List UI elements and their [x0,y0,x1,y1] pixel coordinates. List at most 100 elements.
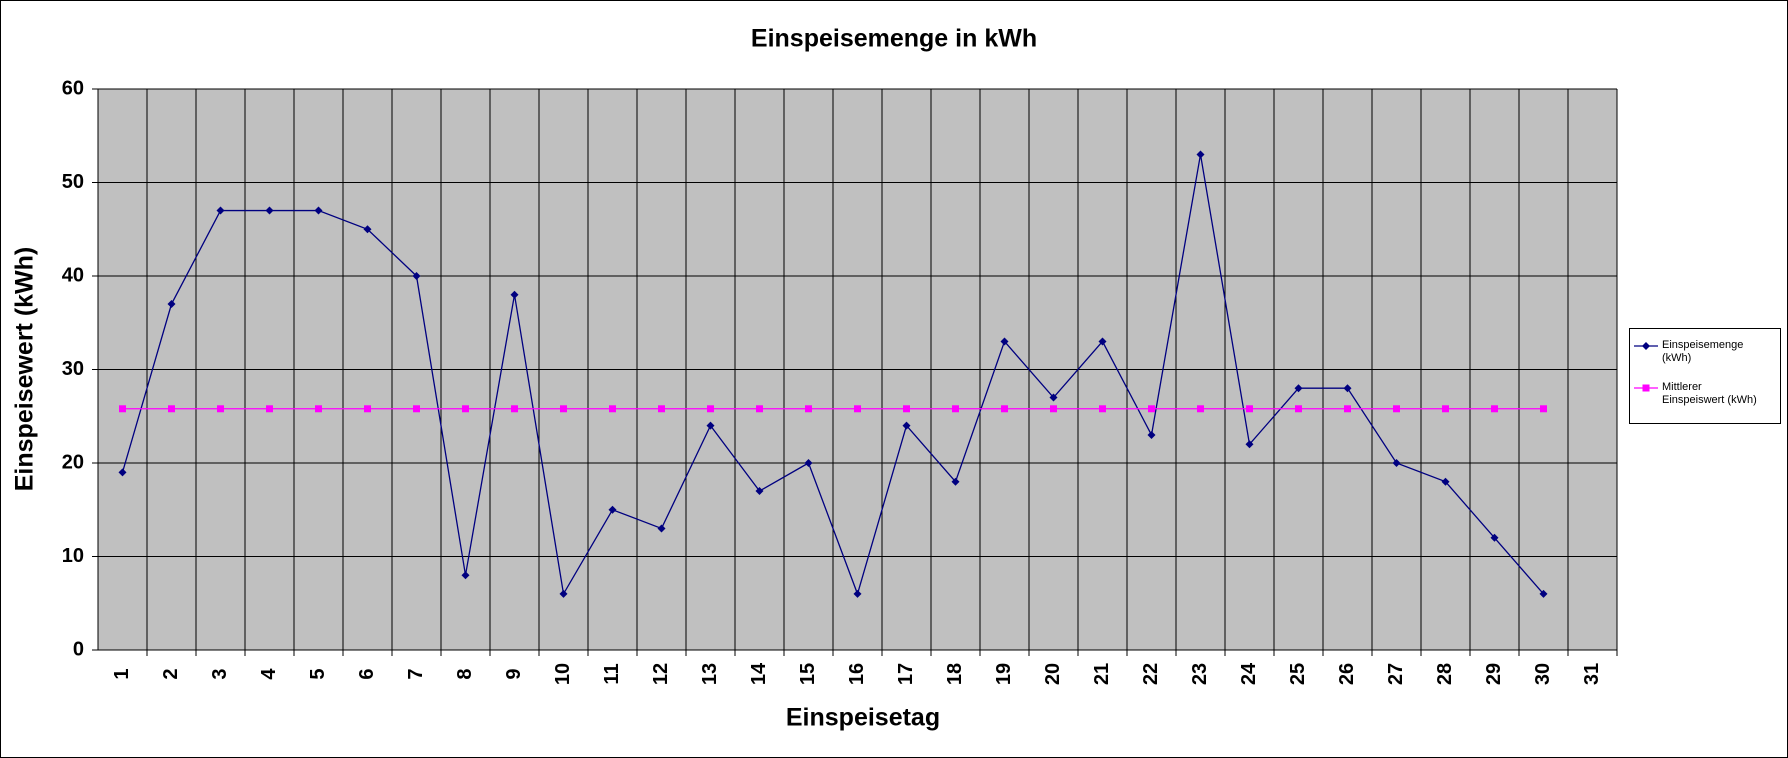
point [1295,405,1302,413]
point [1344,405,1351,413]
point [1490,533,1499,542]
legend: Einspeisemenge (kWh) Mittlerer Einspeiswe… [1629,328,1781,424]
point [1197,405,1204,413]
chart-title: Einspeisemenge in kWh [751,25,1037,53]
x-tick-label: 20 [1042,663,1064,685]
y-tick-label: 30 [62,358,84,380]
point [1540,405,1547,413]
legend-label: Einspeisemenge (kWh) [1662,339,1744,364]
x-tick-label: 13 [699,663,721,685]
series-line [121,154,1544,596]
x-tick-label: 14 [748,662,770,685]
x-tick-label: 4 [258,668,280,680]
point [1539,589,1548,598]
point [951,477,960,486]
point [1148,405,1155,413]
point [560,405,567,413]
x-tick-label: 18 [944,663,966,685]
x-tick-label: 2 [160,668,182,679]
legend-label: Mittlerer Einspeiswert (kWh) [1662,381,1757,406]
x-tick-label: 3 [209,668,231,679]
legend-entry: Einspeisemenge (kWh) [1634,339,1762,365]
y-tick-label: 0 [73,638,84,660]
point [1049,393,1058,402]
point [217,405,224,413]
point [853,589,862,598]
x-tick-label: 10 [552,663,574,685]
x-tick-label: 19 [993,663,1015,685]
point [167,300,176,309]
legend-swatch [1634,342,1658,350]
point [658,405,665,413]
point [1245,440,1254,449]
legend-entry: Mittlerer Einspeiswert (kWh) [1634,381,1762,407]
x-tick-label: 21 [1091,663,1113,685]
point [1393,405,1400,413]
x-tick-label: 16 [846,663,868,685]
x-tick-label: 9 [503,668,525,679]
legend-swatch [1634,384,1658,392]
point [1001,405,1008,413]
point [903,405,910,413]
point [805,405,812,413]
point [315,405,322,413]
point [1098,337,1107,346]
y-axis-label: Einspeisewert (kWh) [11,247,39,492]
point [657,524,666,533]
point [608,505,617,514]
x-tick-label: 8 [454,668,476,679]
x-tick-label: 12 [650,663,672,685]
legend-marker [1642,384,1650,392]
x-tick-label: 25 [1287,663,1309,685]
x-axis-label: Einspeisetag [786,704,940,732]
point [707,405,714,413]
x-tick-label: 31 [1581,663,1603,685]
point [462,405,469,413]
point [1246,405,1253,413]
point [1392,459,1401,467]
point [1294,384,1303,393]
point [902,421,911,430]
x-tick-label: 26 [1336,663,1358,685]
point [1050,405,1057,413]
point [952,405,959,413]
point [1441,477,1450,486]
point [511,405,518,413]
point [168,405,175,413]
x-tick-label: 15 [797,663,819,685]
point [266,405,273,413]
point [755,487,764,496]
x-tick-label: 27 [1385,663,1407,685]
x-tick-label: 28 [1434,663,1456,685]
point [854,405,861,413]
y-tick-label: 50 [62,171,84,193]
point [413,405,420,413]
x-tick-label: 7 [405,668,427,679]
x-tick-label: 22 [1140,663,1162,685]
point [265,206,274,215]
point [1491,405,1498,413]
point [706,421,715,430]
point [1343,384,1352,393]
x-tick-label: 1 [111,668,133,679]
x-tick-label: 6 [356,668,378,679]
point [314,206,323,215]
y-tick-label: 20 [62,451,84,473]
point [364,405,371,413]
y-tick-label: 10 [62,545,84,567]
point [1196,150,1205,159]
point [1147,430,1156,439]
x-tick-label: 24 [1238,662,1260,685]
x-tick-label: 29 [1483,663,1505,685]
point [363,225,372,234]
y-tick-label: 40 [62,264,84,286]
point [1099,405,1106,413]
point [119,405,126,413]
legend-marker [1642,342,1650,350]
point [804,459,813,467]
y-tick-label: 60 [62,77,84,99]
point [216,206,225,215]
point [412,272,421,280]
